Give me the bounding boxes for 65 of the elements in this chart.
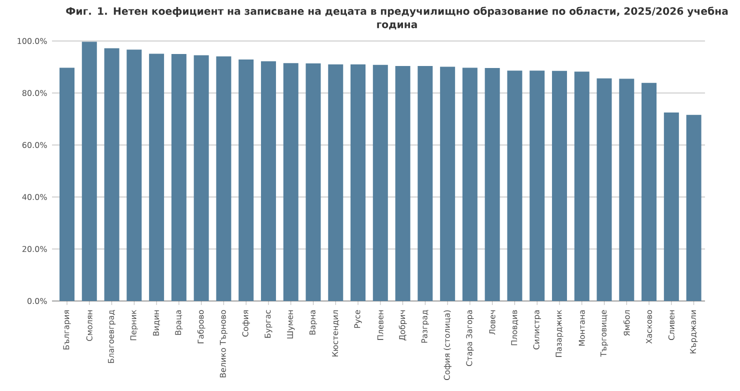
y-tick-label: 40.0%	[22, 194, 47, 200]
x-tick-label: Враца	[175, 310, 183, 335]
bar	[350, 64, 366, 301]
bar	[104, 48, 120, 301]
bar	[260, 61, 276, 301]
x-tick-label: Ямбол	[623, 310, 630, 336]
bar	[171, 54, 186, 301]
x-tick-label: Велико Търново	[220, 310, 228, 378]
bar	[306, 63, 321, 301]
bar	[238, 59, 254, 301]
bar	[642, 82, 657, 301]
x-tick-label: Габрово	[197, 310, 206, 344]
bar	[574, 72, 590, 301]
bar	[462, 68, 478, 301]
x-tick-label: Монтана	[578, 310, 585, 346]
bar	[194, 55, 209, 301]
x-tick-label: Смолян	[86, 310, 92, 341]
bar	[552, 70, 567, 301]
bar	[216, 56, 232, 301]
x-tick-label: София (столица)	[444, 310, 452, 380]
x-tick-label: Пловдив	[511, 310, 518, 346]
bar	[82, 42, 97, 301]
x-tick-label: Шумен	[287, 310, 295, 338]
x-tick-label: Русе	[354, 310, 362, 328]
bar	[418, 66, 433, 301]
x-tick-label: Добрич	[398, 310, 407, 340]
y-tick-label: 100.0%	[18, 38, 47, 44]
bar	[619, 78, 634, 301]
bar	[126, 50, 142, 301]
x-tick-label: Благоевград	[108, 310, 116, 363]
y-tick-label: 20.0%	[22, 246, 47, 252]
x-tick-label: Кърджали	[690, 310, 698, 354]
chart-title: Фиг. 1. Нетен коефициент на записване на децата в предучилищно образование по области, 2025/2026 учебна година	[66, 6, 728, 30]
bar	[395, 66, 410, 301]
x-tick-label: Сливен	[668, 310, 674, 340]
x-tick-label: Кюстендил	[332, 310, 340, 356]
bar	[149, 54, 164, 301]
x-tick-label: Хасково	[646, 310, 652, 344]
bar	[328, 64, 344, 301]
y-tick-label: 80.0%	[22, 90, 47, 96]
bar	[507, 70, 522, 301]
x-tick-label: България	[63, 310, 71, 350]
x-tick-label: Перник	[130, 310, 138, 340]
x-tick-label: Търговище	[600, 310, 608, 357]
bar	[530, 70, 545, 301]
x-tick-label: Бургас	[264, 310, 272, 338]
x-tick-label: Стара Загора	[466, 310, 474, 366]
bar	[484, 68, 500, 301]
x-tick-label: Варна	[310, 310, 318, 335]
bar	[60, 68, 75, 301]
bar	[686, 114, 702, 301]
x-tick-label: Ловеч	[489, 310, 496, 335]
bar	[283, 63, 298, 301]
bar	[664, 112, 679, 301]
x-tick-label: Разград	[421, 310, 429, 343]
bar	[440, 66, 456, 301]
bar	[596, 78, 612, 301]
y-tick-label: 60.0%	[22, 142, 47, 148]
x-tick-label: Плевен	[377, 310, 384, 340]
y-tick-label: 0.0%	[27, 298, 47, 304]
x-tick-label: Пазарджик	[556, 310, 564, 357]
bar	[372, 64, 388, 301]
x-tick-label: Видин	[153, 310, 160, 336]
x-tick-label: София	[242, 310, 250, 337]
x-tick-label: Силистра	[533, 310, 541, 350]
